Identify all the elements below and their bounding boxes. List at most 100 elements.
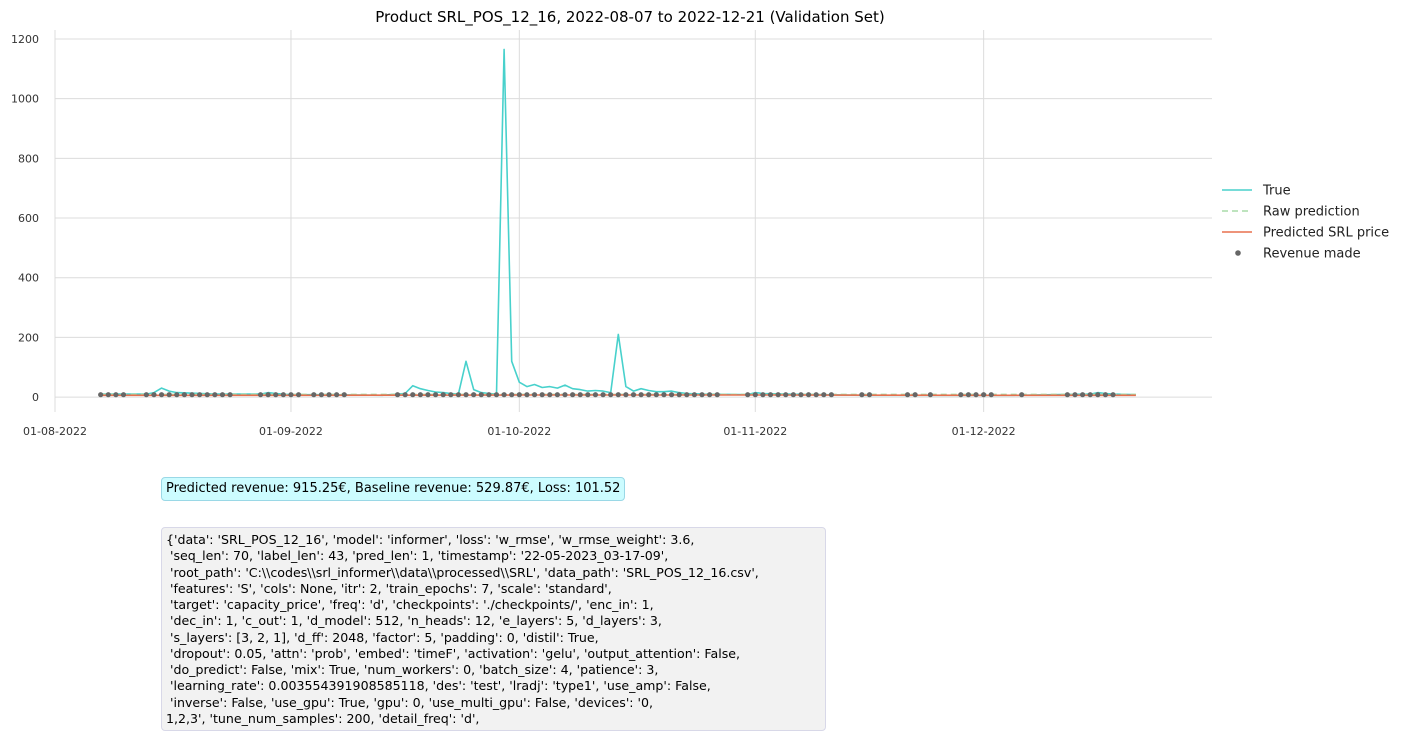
revenue-point: [608, 392, 614, 398]
revenue-point: [516, 392, 522, 398]
legend-label: True: [1262, 184, 1291, 199]
revenue-point: [699, 392, 705, 398]
revenue-point: [524, 392, 530, 398]
revenue-point: [790, 392, 796, 398]
revenue-point: [151, 392, 157, 398]
revenue-point: [973, 392, 979, 398]
revenue-point: [615, 392, 621, 398]
revenue-point: [981, 392, 987, 398]
revenue-point: [120, 392, 127, 398]
revenue-point: [821, 392, 827, 398]
revenue-point: [1064, 392, 1070, 398]
revenue-point: [570, 392, 576, 398]
revenue-point: [113, 392, 119, 398]
revenue-point: [1072, 392, 1078, 398]
revenue-point: [166, 392, 172, 398]
revenue-point: [646, 392, 652, 398]
revenue-point: [1110, 392, 1116, 398]
revenue-point: [189, 392, 195, 398]
revenue-point: [668, 392, 675, 398]
revenue-point: [425, 392, 431, 398]
revenue-point: [174, 392, 180, 398]
legend-label: Predicted SRL price: [1263, 226, 1389, 241]
revenue-point: [623, 392, 629, 398]
x-tick-label: 01-12-2022: [952, 425, 1016, 438]
revenue-point: [592, 392, 599, 398]
revenue-point: [554, 392, 560, 398]
revenue-point: [432, 392, 439, 398]
revenue-point: [181, 392, 188, 398]
revenue-point: [212, 392, 218, 398]
revenue-point: [585, 392, 591, 398]
revenue-point: [745, 392, 751, 398]
revenue-point: [143, 392, 149, 398]
revenue-point: [691, 392, 697, 398]
revenue-point: [394, 392, 401, 398]
revenue-point: [562, 392, 568, 398]
revenue-point: [334, 392, 340, 398]
revenue-point: [417, 392, 423, 398]
plot-area: [98, 48, 1136, 398]
model-params-box: {'data': 'SRL_POS_12_16', 'model': 'info…: [161, 527, 826, 731]
revenue-point: [927, 392, 933, 398]
revenue-point: [486, 392, 492, 398]
revenue-point: [1019, 392, 1025, 398]
y-tick-label: 1000: [11, 93, 39, 106]
revenue-point: [1102, 392, 1109, 398]
revenue-point: [539, 392, 545, 398]
revenue-point: [288, 392, 294, 398]
x-tick-label: 01-08-2022: [23, 425, 87, 438]
revenue-point: [402, 392, 408, 398]
revenue-point: [311, 392, 317, 398]
revenue-point: [501, 392, 507, 398]
revenue-point: [912, 392, 918, 398]
y-tick-label: 1200: [11, 33, 39, 46]
revenue-point: [280, 392, 286, 398]
legend-label: Raw prediction: [1263, 205, 1360, 220]
revenue-point: [295, 392, 302, 398]
revenue-point: [265, 392, 271, 398]
grid: [54, 30, 1212, 412]
revenue-point: [1095, 392, 1101, 398]
series-line-true: [100, 48, 1136, 397]
x-tick-label: 01-10-2022: [487, 425, 551, 438]
revenue-point: [653, 392, 659, 398]
revenue-point: [813, 392, 819, 398]
revenue-point: [707, 392, 713, 398]
revenue-point: [676, 392, 682, 398]
chart-title: Product SRL_POS_12_16, 2022-08-07 to 202…: [375, 8, 885, 27]
revenue-point: [471, 392, 477, 398]
revenue-point: [493, 392, 500, 398]
revenue-point: [1087, 392, 1093, 398]
revenue-point: [828, 392, 835, 398]
revenue-point: [783, 392, 789, 398]
revenue-point: [158, 392, 165, 398]
y-tick-label: 800: [18, 152, 39, 165]
revenue-point: [227, 392, 233, 398]
revenue-point: [547, 392, 553, 398]
revenue-point: [798, 392, 804, 398]
y-tick-label: 600: [18, 212, 39, 225]
revenue-point: [965, 392, 972, 398]
revenue-point: [463, 392, 469, 398]
revenue-point: [767, 392, 774, 398]
legend-marker: [1235, 250, 1241, 256]
revenue-summary-box: Predicted revenue: 915.25€, Baseline rev…: [161, 477, 626, 501]
axes: 0 200 400 600 800 1000 1200 01-08-2022 01-09-202…: [11, 33, 1016, 438]
revenue-point: [219, 392, 226, 398]
revenue-point: [318, 392, 325, 398]
revenue-point: [531, 392, 538, 398]
revenue-point: [866, 392, 873, 398]
revenue-point: [760, 392, 766, 398]
revenue-point: [714, 392, 720, 398]
revenue-point: [630, 392, 637, 398]
revenue-point: [98, 392, 104, 398]
revenue-point: [341, 392, 347, 398]
legend: True Raw prediction Predicted SRL price Rev…: [1222, 184, 1389, 262]
revenue-point: [661, 392, 667, 398]
revenue-point: [440, 392, 446, 398]
revenue-point: [859, 392, 865, 398]
revenue-point: [775, 392, 781, 398]
revenue-point: [805, 392, 812, 398]
revenue-point: [478, 392, 484, 398]
